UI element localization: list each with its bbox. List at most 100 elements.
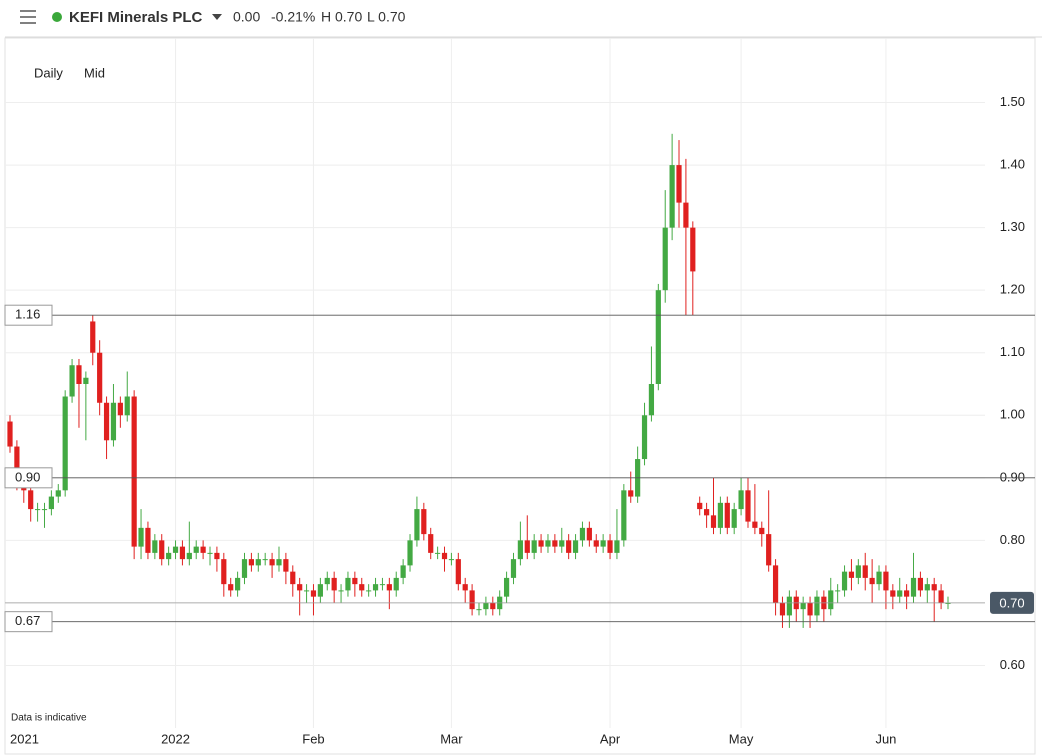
candle-body [48, 496, 54, 510]
candle-body [910, 577, 917, 597]
instrument-title: KEFI Minerals PLC [69, 9, 203, 26]
candle-body [352, 577, 358, 585]
candle-body [690, 227, 696, 272]
candle-body [600, 540, 606, 547]
y-tick-label: 0.80 [1000, 532, 1025, 547]
candle-body [841, 571, 848, 591]
candle-body [738, 490, 744, 510]
candle-body [855, 565, 861, 578]
candle-body [441, 552, 448, 560]
candle-body [483, 602, 489, 610]
overlays: 1.16 0.90 0.67 0.70 [4, 304, 1035, 633]
candle-body [931, 584, 937, 591]
candle-body [669, 165, 675, 228]
candle-body [710, 515, 717, 528]
last-price-label: 0.70 [999, 595, 1024, 610]
candle-body [807, 602, 813, 616]
candle-body [110, 402, 117, 441]
candle-body [269, 559, 275, 566]
candle-body [579, 527, 586, 541]
interval[interactable]: Daily [34, 65, 63, 80]
candle-body [179, 546, 186, 560]
y-tick-label: 1.40 [1000, 157, 1025, 172]
candle-body [917, 577, 924, 591]
candle-body [297, 584, 303, 591]
candle-body [124, 396, 130, 416]
candle-body [772, 565, 779, 603]
candle-body [248, 559, 254, 566]
candle-body [255, 559, 261, 566]
candle-body [455, 559, 461, 585]
candle-body [407, 540, 413, 566]
dropdown-arrow[interactable] [212, 14, 222, 20]
candle-body [235, 577, 241, 591]
candle-body [897, 590, 903, 597]
candle-body [628, 490, 634, 497]
candle-body [924, 584, 930, 591]
x-tick-label: Jun [875, 731, 896, 746]
candle-body [621, 490, 627, 541]
candle-body [283, 559, 289, 572]
candle-body [317, 584, 323, 597]
candle-body [303, 590, 310, 592]
candle-body [697, 502, 703, 510]
candle-body [193, 546, 199, 553]
candle-body [510, 559, 517, 578]
candle-body [517, 540, 523, 560]
y-tick-label: 1.30 [1000, 219, 1025, 234]
status-dot [52, 12, 62, 22]
candle-body [683, 202, 689, 228]
candle-body [421, 509, 427, 535]
high: H 0.70 [321, 9, 362, 25]
candle-body [241, 559, 248, 578]
candle-body [69, 365, 75, 397]
candle-body [524, 540, 530, 553]
candle-body [359, 584, 365, 591]
candle-body [572, 540, 579, 553]
candle-body [641, 415, 648, 460]
candle-body [345, 577, 351, 591]
candle-body [890, 590, 896, 597]
candle-body [786, 596, 792, 616]
candle-body [28, 490, 34, 510]
candle-body [476, 609, 482, 611]
candle-body [276, 559, 282, 566]
level-label: 0.90 [15, 469, 40, 484]
candle-body [103, 402, 110, 441]
candle-body [145, 527, 151, 553]
candle-body [186, 552, 192, 560]
candle-body [379, 584, 386, 586]
candle-body [469, 590, 475, 610]
candle-body [262, 559, 268, 561]
menu-icon[interactable] [20, 10, 36, 24]
candle-body [800, 602, 806, 610]
candle-body [200, 546, 206, 553]
candle-body [552, 540, 558, 547]
candle-body [490, 602, 496, 610]
candle-body [876, 571, 882, 585]
candle-body [221, 559, 227, 585]
candle-body [655, 290, 661, 384]
candle-body [228, 584, 234, 591]
y-tick-label: 1.10 [1000, 344, 1025, 359]
candle-body [614, 540, 620, 553]
candle-body [372, 584, 379, 591]
change-pct: -0.21% [271, 9, 315, 25]
candle-body [676, 165, 682, 203]
candle-body [566, 540, 572, 553]
y-tick-label: 1.50 [1000, 94, 1025, 109]
level-label-box [4, 304, 53, 326]
candle-body [779, 602, 786, 616]
candle-body [62, 396, 68, 491]
candle-body [172, 546, 179, 553]
candle-body [131, 396, 137, 547]
last-price-box [990, 591, 1034, 614]
y-tick-label: 0.90 [1000, 469, 1025, 484]
candles [7, 133, 951, 628]
price-type[interactable]: Mid [84, 65, 105, 80]
candle-body [538, 540, 544, 547]
candle-body [938, 590, 944, 603]
candle-body [607, 540, 613, 553]
